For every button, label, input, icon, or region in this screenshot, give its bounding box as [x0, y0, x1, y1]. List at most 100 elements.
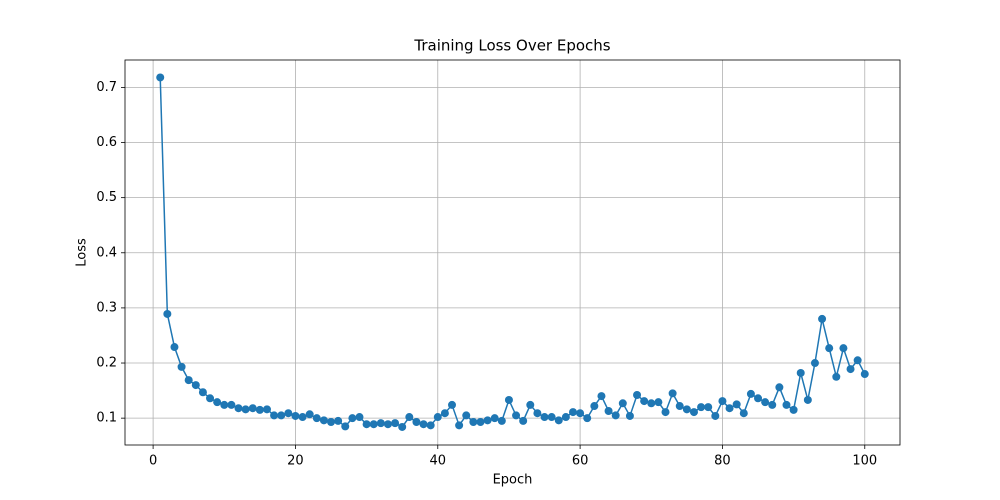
point [711, 411, 720, 420]
point [825, 344, 834, 353]
point [768, 400, 777, 409]
point [782, 400, 791, 409]
point [398, 422, 407, 431]
y-tick-label: 0.1 [96, 411, 117, 426]
point [213, 398, 222, 407]
point [604, 406, 613, 415]
point [789, 405, 798, 414]
point [312, 414, 321, 423]
y-tick-label: 0.4 [96, 245, 117, 260]
point [284, 409, 293, 418]
point [853, 356, 862, 365]
point [775, 383, 784, 392]
point [754, 394, 763, 403]
point [483, 416, 492, 425]
point [327, 418, 336, 427]
y-axis-label: Loss [75, 238, 90, 267]
point [796, 368, 805, 377]
point [818, 314, 827, 323]
point [739, 409, 748, 418]
point [255, 405, 264, 414]
point [348, 414, 357, 423]
x-tick-label: 100 [852, 454, 877, 469]
loss-line [159, 77, 866, 428]
point [519, 416, 528, 425]
x-axis-label: Epoch [493, 473, 533, 488]
point [305, 410, 314, 419]
point [512, 411, 521, 420]
point [504, 395, 513, 404]
point [448, 400, 457, 409]
point [661, 408, 670, 417]
point [270, 411, 279, 420]
point [277, 411, 286, 420]
x-tick-label: 0 [149, 454, 157, 469]
point [298, 413, 307, 422]
point [440, 409, 449, 418]
point [376, 419, 385, 428]
x-tick-label: 60 [572, 454, 589, 469]
point [746, 389, 755, 398]
point [433, 413, 442, 422]
point [198, 388, 207, 397]
plot-frame [124, 59, 901, 446]
point [191, 381, 200, 390]
point [761, 398, 770, 407]
y-tick-label: 0.5 [96, 190, 117, 205]
point [391, 419, 400, 428]
point [839, 344, 848, 353]
point [668, 389, 677, 398]
point [654, 398, 663, 407]
point [568, 408, 577, 417]
point [206, 394, 215, 403]
point [341, 422, 350, 431]
point [675, 402, 684, 411]
point [640, 397, 649, 406]
point [554, 416, 563, 425]
point [732, 400, 741, 409]
point [810, 359, 819, 368]
point [561, 413, 570, 422]
point [547, 413, 556, 422]
point [163, 309, 172, 318]
point [334, 416, 343, 425]
point [234, 404, 243, 413]
x-tick-label: 20 [287, 454, 304, 469]
point [590, 402, 599, 411]
point [469, 418, 478, 427]
point [476, 418, 485, 427]
point [490, 414, 499, 423]
point [803, 395, 812, 404]
point [184, 376, 193, 385]
point [227, 400, 236, 409]
point [704, 403, 713, 412]
point [419, 420, 428, 429]
point [846, 365, 855, 374]
point [611, 411, 620, 420]
point [412, 418, 421, 427]
point [718, 397, 727, 406]
point [618, 399, 627, 408]
point [625, 411, 634, 420]
point [369, 420, 378, 429]
point [405, 413, 414, 422]
point [156, 73, 165, 82]
point [426, 421, 435, 430]
point [533, 409, 542, 418]
point [576, 409, 585, 418]
point [540, 413, 549, 422]
point [633, 391, 642, 400]
point [462, 411, 471, 420]
point [647, 399, 656, 408]
point [689, 408, 698, 417]
point [725, 404, 734, 413]
x-tick-label: 40 [430, 454, 447, 469]
point [362, 420, 371, 429]
point [262, 405, 271, 414]
point [170, 343, 179, 352]
point [383, 420, 392, 429]
point [220, 400, 229, 409]
point [291, 411, 300, 420]
point [860, 370, 869, 379]
